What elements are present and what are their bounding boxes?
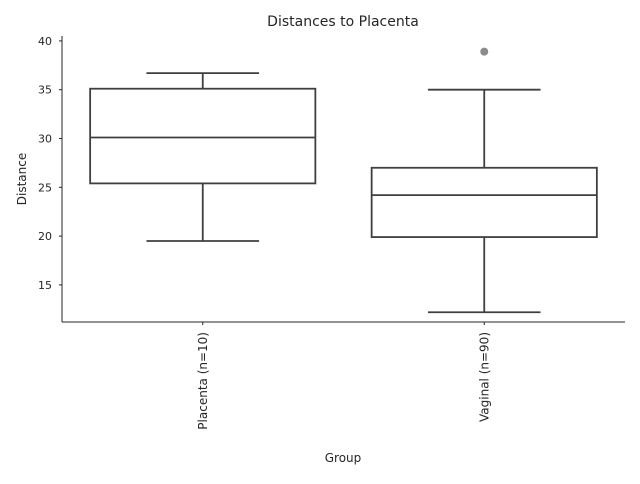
iqr-box [370, 166, 598, 238]
y-axis-label: Distance [15, 153, 29, 205]
iqr-box [89, 87, 317, 185]
y-tick-label: 20 [38, 230, 52, 243]
x-tick-labels: Placenta (n=10) Vaginal (n=90) [196, 322, 491, 430]
box-group [370, 47, 598, 314]
y-tick-label: 40 [38, 35, 52, 48]
y-tick-label: 25 [38, 181, 52, 194]
outlier-point [480, 47, 489, 56]
y-tick-label: 15 [38, 279, 52, 292]
chart-title: Distances to Placenta [267, 14, 419, 30]
y-tick-label: 35 [38, 84, 52, 97]
y-tick-labels: 15 20 25 30 35 40 [38, 35, 62, 292]
y-tick-label: 30 [38, 132, 52, 145]
x-axis-label: Group [325, 451, 362, 465]
x-tick-label: Placenta (n=10) [196, 332, 210, 430]
x-tick-label: Vaginal (n=90) [477, 332, 491, 422]
box-group [89, 72, 317, 242]
box-series [89, 47, 598, 314]
